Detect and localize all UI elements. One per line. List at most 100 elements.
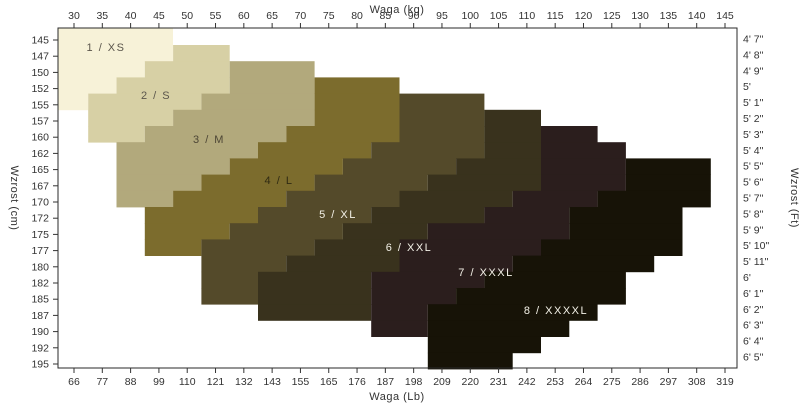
cm-tick-label: 147: [31, 51, 49, 63]
lb-tick-label: 220: [461, 376, 479, 388]
size-regions: [58, 28, 711, 370]
size-region-m: [116, 142, 258, 159]
ft-tick-label: 5' 6": [743, 177, 764, 189]
lb-tick-label: 143: [263, 376, 281, 388]
size-region-xxl: [427, 174, 541, 192]
ft-tick-label: 6' 1": [743, 288, 764, 300]
size-region-m: [229, 77, 315, 94]
kg-tick-label: 65: [266, 10, 278, 22]
size-region-xxxxl: [569, 223, 683, 240]
cm-tick-label: 185: [31, 294, 49, 306]
size-region-xl: [314, 174, 428, 192]
ft-tick-label: 5' 11": [743, 256, 769, 268]
lb-tick-label: 275: [603, 376, 621, 388]
cm-tick-label: 145: [31, 35, 49, 47]
size-region-xs: [58, 77, 117, 94]
size-region-xxxxl: [427, 304, 598, 321]
size-region-xl: [258, 207, 372, 224]
size-region-xl: [229, 223, 343, 240]
size-region-l: [314, 93, 400, 111]
axis-title-bottom: Waga (Lb): [369, 391, 424, 403]
size-region-xxxl: [371, 320, 428, 337]
kg-tick-label: 75: [323, 10, 335, 22]
size-label-xxxl: 7 / XXXL: [458, 267, 513, 279]
kg-tick-label: 45: [153, 10, 165, 22]
size-region-xxxxl: [569, 207, 683, 224]
kg-tick-label: 100: [461, 10, 479, 22]
ft-tick-label: 6' 4": [743, 336, 764, 348]
cm-tick-label: 150: [31, 67, 49, 79]
size-region-xxl: [484, 142, 541, 159]
size-region-xxxxl: [597, 190, 711, 208]
size-region-xxl: [286, 255, 400, 273]
size-region-xxl: [456, 158, 541, 175]
size-region-xxxl: [541, 126, 598, 143]
lb-tick-label: 99: [153, 376, 165, 388]
size-region-l: [258, 142, 372, 159]
size-region-s: [116, 77, 230, 94]
lb-tick-label: 66: [68, 376, 80, 388]
size-label-xxxxl: 8 / XXXXL: [524, 305, 588, 317]
cm-tick-label: 192: [31, 342, 49, 354]
size-label-xs: 1 / XS: [87, 42, 126, 54]
size-region-xxxl: [541, 158, 626, 175]
size-region-s: [173, 45, 230, 62]
size-region-l: [144, 239, 202, 256]
size-label-xl: 5 / XL: [319, 209, 357, 221]
size-region-xxl: [342, 223, 428, 240]
size-region-m: [116, 190, 174, 208]
lb-tick-label: 264: [575, 376, 593, 388]
ft-tick-label: 5' 7": [743, 193, 764, 205]
ft-tick-label: 5' 9": [743, 224, 764, 236]
cm-tick-label: 177: [31, 245, 49, 257]
kg-tick-label: 140: [688, 10, 706, 22]
size-region-xxxxl: [625, 158, 711, 175]
cm-tick-label: 172: [31, 213, 49, 225]
size-region-m: [116, 158, 230, 175]
cm-tick-label: 162: [31, 148, 49, 160]
ft-tick-label: 5' 5": [743, 161, 764, 173]
ft-tick-label: 6' 3": [743, 320, 764, 332]
size-region-m: [116, 174, 202, 192]
ft-tick-label: 5' 3": [743, 129, 764, 141]
kg-tick-label: 80: [351, 10, 363, 22]
size-region-xs: [58, 93, 89, 111]
kg-tick-label: 105: [490, 10, 508, 22]
size-label-m: 3 / M: [193, 134, 225, 146]
size-region-xs: [58, 28, 173, 46]
size-region-m: [173, 109, 315, 127]
size-region-xxl: [484, 126, 541, 143]
ft-tick-label: 5' 1": [743, 97, 764, 109]
size-region-xxxl: [484, 207, 570, 224]
cm-tick-label: 195: [31, 359, 49, 371]
ft-tick-label: 4' 8": [743, 49, 764, 61]
kg-tick-label: 90: [408, 10, 420, 22]
cm-tick-label: 187: [31, 310, 49, 322]
size-region-s: [88, 109, 174, 127]
cm-tick-label: 170: [31, 197, 49, 209]
kg-tick-label: 120: [575, 10, 593, 22]
size-region-xxl: [258, 271, 372, 289]
lb-tick-label: 88: [125, 376, 137, 388]
size-region-m: [201, 93, 315, 111]
size-region-xxxxl: [512, 255, 655, 273]
ft-tick-label: 4' 9": [743, 65, 764, 77]
ft-tick-label: 5' 4": [743, 145, 764, 157]
lb-tick-label: 308: [688, 376, 706, 388]
cm-tick-label: 182: [31, 278, 49, 290]
size-region-xl: [201, 239, 315, 256]
size-region-labels: 1 / XS 2 / S 3 / M 4 / L 5 / XL 6 / XXL 7 / XX…: [87, 42, 588, 317]
kg-tick-label: 145: [716, 10, 734, 22]
size-region-xxxxl: [456, 288, 626, 305]
size-region-l: [286, 126, 400, 143]
size-region-xxxl: [371, 288, 457, 305]
kg-tick-label: 35: [96, 10, 108, 22]
size-region-xxxxl: [484, 271, 626, 289]
plot-frame: [57, 27, 738, 369]
size-region-xs: [58, 61, 145, 78]
size-region-xxxl: [371, 304, 428, 321]
size-region-l: [144, 207, 258, 224]
axis-title-top: Waga (kg): [370, 4, 425, 16]
